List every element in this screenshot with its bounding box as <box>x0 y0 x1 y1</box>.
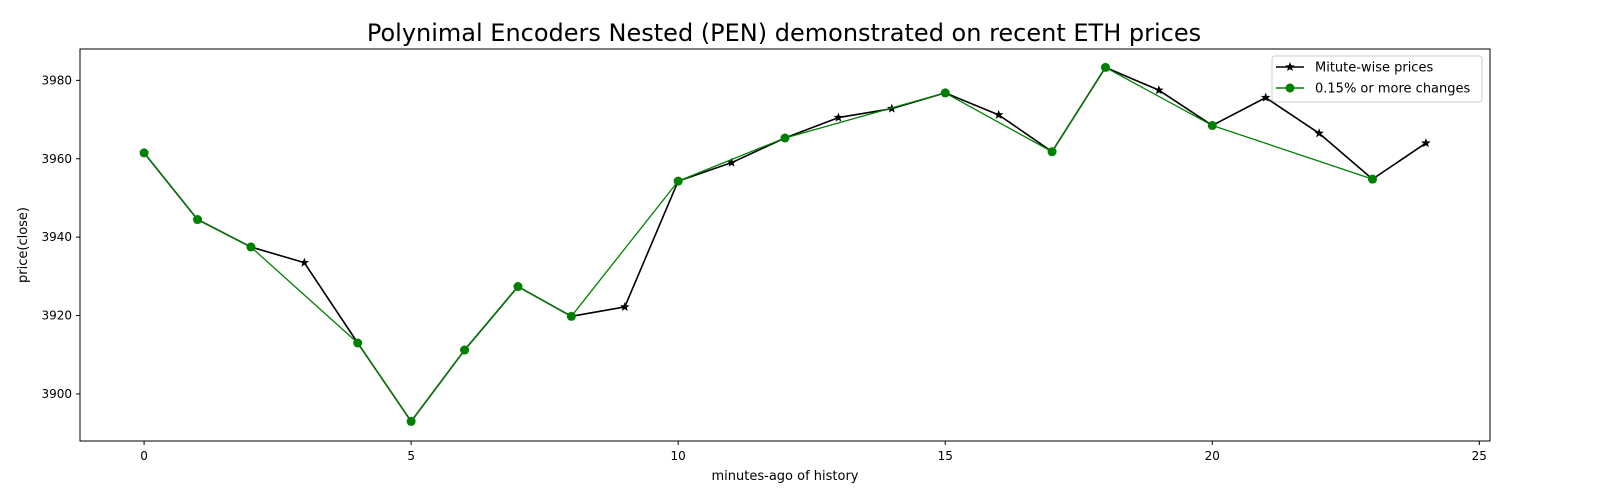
data-point <box>246 242 256 252</box>
legend-box <box>1271 55 1483 103</box>
x-tick-label: 15 <box>938 449 953 463</box>
x-tick-label: 5 <box>407 449 415 463</box>
y-tick-label: 3960 <box>41 152 72 166</box>
series-2 <box>139 62 1377 426</box>
y-axis-label: price(close) <box>16 207 31 283</box>
plot-area-frame <box>79 48 1491 442</box>
x-tick-label: 25 <box>1472 449 1487 463</box>
x-tick-label: 10 <box>671 449 686 463</box>
legend-entry: Mitute-wise prices <box>1276 61 1433 76</box>
data-point <box>1207 120 1217 130</box>
data-point <box>833 112 844 122</box>
x-axis-label: minutes-ago of history <box>712 469 859 484</box>
y-tick-label: 3940 <box>41 230 72 244</box>
legend-marker <box>1285 62 1295 72</box>
data-point <box>1047 147 1057 157</box>
series-1 <box>139 62 1431 426</box>
data-point <box>566 311 576 321</box>
y-tick-label: 3980 <box>41 73 72 87</box>
legend-label: Mitute-wise prices <box>1315 61 1433 76</box>
x-axis: 0 5 10 15 20 25 <box>140 441 1487 463</box>
data-point <box>1421 138 1431 148</box>
y-axis: 3900 3920 3940 3960 3980 <box>41 73 80 401</box>
data-point <box>1368 174 1377 184</box>
data-point <box>1154 85 1164 95</box>
series-line <box>143 66 1427 423</box>
data-point <box>139 148 149 158</box>
data-point <box>940 88 950 98</box>
data-point <box>299 257 310 267</box>
data-point <box>460 345 470 355</box>
data-point <box>673 176 683 186</box>
chart-title: Polynimal Encoders Nested (PEN) demonstr… <box>367 19 1201 47</box>
data-point <box>780 133 790 143</box>
data-point <box>993 109 1004 119</box>
legend-label: 0.15% or more changes <box>1315 82 1471 97</box>
x-tick-label: 0 <box>140 449 148 463</box>
data-point <box>1100 62 1110 72</box>
data-point <box>726 157 737 167</box>
legend: Mitute-wise prices 0.15% or more changes <box>1271 55 1483 103</box>
legend-marker <box>1285 83 1295 93</box>
data-point <box>406 416 416 426</box>
series-line <box>143 66 1373 423</box>
data-point <box>1260 92 1271 102</box>
y-tick-label: 3900 <box>41 387 72 401</box>
data-point <box>620 301 630 311</box>
x-tick-label: 20 <box>1205 449 1220 463</box>
data-point <box>1314 128 1324 138</box>
data-point <box>193 215 202 225</box>
legend-entry: 0.15% or more changes <box>1276 82 1471 97</box>
data-point <box>513 282 523 292</box>
y-tick-label: 3920 <box>41 309 72 323</box>
series-layer <box>139 62 1431 426</box>
data-point <box>353 338 363 348</box>
